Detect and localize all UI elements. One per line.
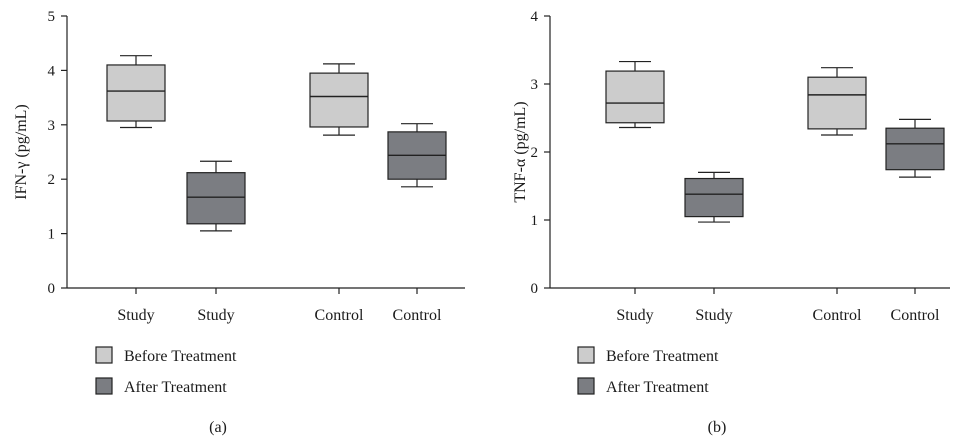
y-tick-label: 3 xyxy=(531,77,539,93)
y-tick-label: 2 xyxy=(531,145,539,161)
box-plot xyxy=(186,160,246,232)
chart-panel-2: 0 1 2 3 4 Study Study Control Control TNF-α (pg/m… xyxy=(512,9,950,436)
y-tick-label: 5 xyxy=(48,9,56,25)
x-tick-label: Study xyxy=(197,307,234,324)
x-tick-label: Study xyxy=(695,307,732,324)
legend-label: Before Treatment xyxy=(606,348,719,365)
legend-label: After Treatment xyxy=(606,379,709,396)
legend-item: Before Treatment xyxy=(577,346,719,365)
y-tick-label: 2 xyxy=(48,172,56,188)
legend-item: Before Treatment xyxy=(95,346,237,365)
legend-swatch xyxy=(577,346,595,364)
x-tick-label: Control xyxy=(813,307,862,324)
legend-label: After Treatment xyxy=(124,379,227,396)
x-tick-label: Control xyxy=(315,307,364,324)
y-tick-label: 0 xyxy=(48,281,56,297)
legend-swatch xyxy=(577,377,595,395)
y-tick-label: 3 xyxy=(48,118,56,134)
x-tick-label: Control xyxy=(891,307,940,324)
legend-swatch xyxy=(95,377,113,395)
box-iqr xyxy=(106,64,166,122)
x-tick-label: Control xyxy=(393,307,442,324)
box-plot xyxy=(309,63,369,136)
box-plot xyxy=(106,55,166,129)
y-tick-label: 4 xyxy=(48,63,56,79)
legend-item: After Treatment xyxy=(95,377,227,396)
box-iqr xyxy=(186,172,246,225)
chart-panel-1: 0 1 2 3 4 5 Study Study Control Control IFN-γ (pg/… xyxy=(13,9,465,436)
box-iqr xyxy=(309,72,369,128)
x-tick-label: Study xyxy=(117,307,154,324)
box-plot xyxy=(885,118,945,178)
box-plot xyxy=(387,123,447,188)
box-iqr xyxy=(605,70,665,124)
box-iqr xyxy=(684,177,744,218)
box-plot xyxy=(684,171,744,223)
legend-item: After Treatment xyxy=(577,377,709,396)
box-plot xyxy=(605,60,665,129)
y-tick-label: 0 xyxy=(531,281,539,297)
legend-label: Before Treatment xyxy=(124,348,237,365)
box-plot xyxy=(807,67,867,136)
box-iqr xyxy=(885,127,945,171)
y-tick-label: 1 xyxy=(531,213,539,229)
box-iqr xyxy=(807,76,867,130)
y-tick-label: 1 xyxy=(48,227,56,243)
panel-label: (b) xyxy=(708,419,727,436)
x-tick-label: Study xyxy=(616,307,653,324)
y-axis-title: TNF-α (pg/mL) xyxy=(512,101,529,202)
y-tick-label: 4 xyxy=(531,9,539,25)
y-axis-title: IFN-γ (pg/mL) xyxy=(13,104,30,200)
legend-swatch xyxy=(95,346,113,364)
panel-label: (a) xyxy=(209,419,227,436)
